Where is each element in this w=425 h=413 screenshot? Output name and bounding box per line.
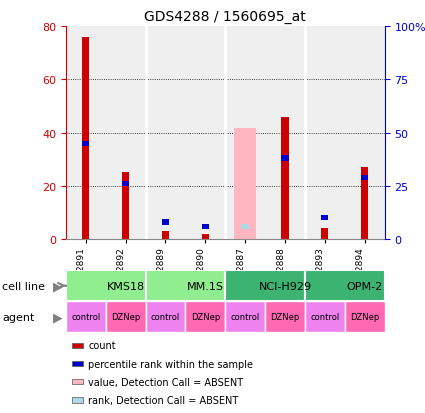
Bar (72, 397, 83, 403)
Bar (265, 301, 305, 332)
Text: ▶: ▶ (53, 311, 62, 323)
Text: agent: agent (2, 312, 34, 322)
Bar (122, 182, 129, 187)
Bar (225, 27, 265, 240)
Text: OPM-2: OPM-2 (346, 281, 383, 291)
Bar (66, 27, 106, 240)
Bar (225, 271, 305, 301)
Bar (72, 361, 83, 366)
Title: GDS4288 / 1560695_at: GDS4288 / 1560695_at (144, 10, 306, 24)
Text: KMS18: KMS18 (107, 281, 144, 291)
Bar (225, 301, 265, 332)
Bar (145, 27, 185, 240)
Bar (265, 27, 305, 240)
Text: control: control (310, 313, 340, 321)
Bar (345, 27, 385, 240)
Text: DZNep: DZNep (111, 313, 140, 321)
Bar (106, 301, 145, 332)
Bar (361, 168, 368, 240)
Text: count: count (88, 341, 116, 351)
Bar (234, 129, 256, 240)
Bar (66, 271, 145, 301)
Bar (66, 301, 106, 332)
Bar (305, 27, 345, 240)
Bar (145, 301, 185, 332)
Text: DZNep: DZNep (270, 313, 300, 321)
Bar (345, 301, 385, 332)
Bar (72, 379, 83, 385)
Text: ▶: ▶ (53, 280, 62, 292)
Bar (321, 216, 329, 221)
Bar (106, 27, 145, 240)
Bar (202, 224, 209, 230)
Text: DZNep: DZNep (350, 313, 380, 321)
Bar (145, 271, 225, 301)
Text: NCI-H929: NCI-H929 (258, 281, 312, 291)
Bar (82, 38, 89, 240)
Bar (185, 301, 225, 332)
Bar (305, 271, 385, 301)
Bar (241, 224, 249, 230)
Text: MM.1S: MM.1S (187, 281, 224, 291)
Text: DZNep: DZNep (191, 313, 220, 321)
Text: value, Detection Call = ABSENT: value, Detection Call = ABSENT (88, 377, 243, 387)
Bar (82, 141, 89, 147)
Bar (281, 156, 289, 161)
Text: rank, Detection Call = ABSENT: rank, Detection Call = ABSENT (88, 395, 238, 405)
Text: control: control (230, 313, 260, 321)
Bar (361, 175, 368, 180)
Bar (162, 220, 169, 225)
Bar (72, 343, 83, 348)
Text: control: control (71, 313, 100, 321)
Text: percentile rank within the sample: percentile rank within the sample (88, 359, 253, 369)
Bar (122, 173, 129, 240)
Bar (162, 232, 169, 240)
Bar (185, 27, 225, 240)
Bar (281, 117, 289, 240)
Bar (202, 234, 209, 240)
Text: cell line: cell line (2, 281, 45, 291)
Bar (305, 301, 345, 332)
Text: control: control (151, 313, 180, 321)
Bar (321, 229, 329, 240)
